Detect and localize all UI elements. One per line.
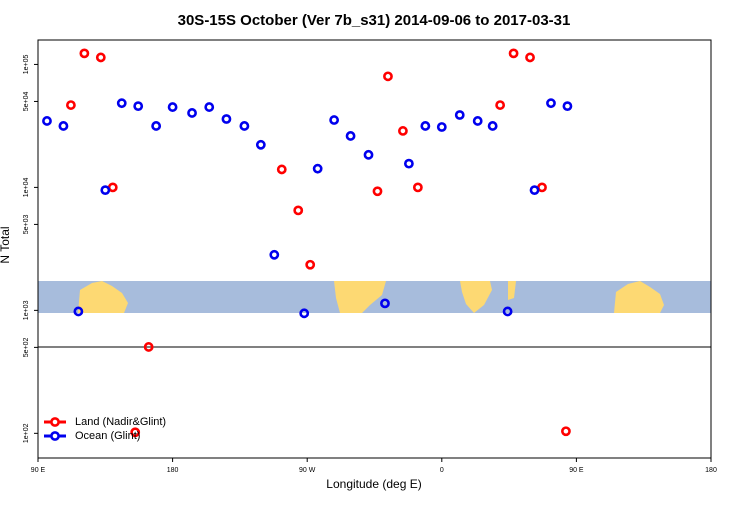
point — [383, 71, 393, 82]
point — [562, 101, 573, 112]
land-shape — [460, 281, 492, 313]
point — [363, 149, 374, 160]
plot-frame — [37, 39, 712, 459]
land-shape — [614, 281, 664, 313]
y-axis-label: N Total — [0, 226, 12, 263]
point — [508, 48, 519, 59]
point — [372, 186, 383, 197]
y-tick-label: 5e+02 — [23, 337, 30, 357]
x-tick-label: 90 W — [299, 467, 316, 474]
y-tick-label: 1e+05 — [23, 54, 30, 74]
point — [561, 426, 571, 437]
land-shape — [334, 281, 386, 313]
y-tick-label: 1e+03 — [23, 300, 30, 320]
legend-marker — [50, 417, 60, 427]
chart-title: 30S-15S October (Ver 7b_s31) 2014-09-06 … — [178, 12, 571, 29]
point — [546, 98, 556, 109]
point — [239, 121, 250, 131]
x-tick-label: 0 — [440, 467, 444, 474]
point — [130, 427, 141, 438]
point — [255, 139, 266, 150]
land-shape — [508, 281, 516, 300]
point — [436, 122, 447, 132]
point — [95, 52, 106, 63]
point — [472, 116, 483, 126]
point — [380, 298, 390, 309]
point — [487, 121, 498, 131]
point — [403, 158, 414, 169]
point — [412, 182, 423, 193]
point — [143, 342, 154, 352]
point — [293, 205, 304, 216]
point — [221, 114, 232, 124]
land-shape — [78, 281, 128, 313]
y-tick-label: 1e+04 — [23, 177, 30, 197]
point — [345, 131, 356, 141]
point — [495, 100, 506, 110]
point — [151, 121, 162, 131]
point — [305, 259, 316, 270]
legend-marker — [50, 431, 60, 441]
point — [133, 101, 144, 112]
legend-label: Land (Nadir&Glint) — [75, 416, 166, 428]
point — [276, 164, 287, 175]
x-tick-label: 90 E — [31, 467, 46, 474]
point — [187, 108, 197, 118]
point — [79, 48, 90, 59]
point — [116, 98, 127, 109]
point — [100, 185, 111, 196]
point — [537, 182, 547, 193]
y-tick-label: 5e+03 — [23, 214, 30, 234]
point — [502, 306, 513, 317]
y-tick-label: 1e+02 — [23, 423, 30, 443]
x-tick-label: 180 — [167, 467, 179, 474]
point — [42, 116, 52, 126]
point — [73, 306, 84, 317]
point — [204, 102, 215, 112]
point — [269, 249, 280, 260]
point — [329, 115, 340, 125]
point — [420, 121, 431, 131]
point — [454, 110, 465, 120]
legend-label: Ocean (Glint) — [75, 430, 140, 442]
point — [66, 100, 76, 110]
x-axis-label: Longitude (deg E) — [326, 477, 421, 491]
point — [312, 163, 323, 174]
y-tick-label: 5e+04 — [23, 92, 30, 112]
point — [299, 308, 310, 319]
point — [167, 102, 178, 112]
x-tick-label: 180 — [705, 467, 717, 474]
map-band — [38, 281, 711, 313]
x-tick-label: 90 E — [569, 467, 584, 474]
point — [525, 52, 535, 63]
point — [398, 126, 408, 136]
point — [529, 185, 540, 196]
point — [107, 182, 118, 193]
point — [58, 121, 69, 131]
